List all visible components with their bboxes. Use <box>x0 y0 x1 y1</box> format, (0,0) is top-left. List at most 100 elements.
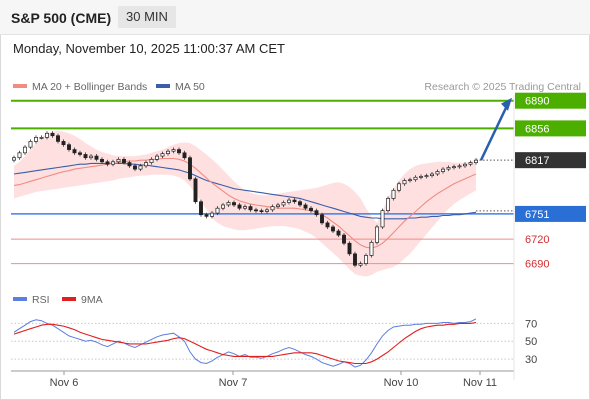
candle-body <box>463 163 467 167</box>
candle-body <box>61 141 66 146</box>
candle-body <box>259 210 264 213</box>
candle-body <box>177 149 181 154</box>
bollinger-area <box>14 130 476 277</box>
candle-body <box>232 202 236 206</box>
candle-body <box>413 176 418 181</box>
candle-body <box>474 159 478 163</box>
x-tick-label: Nov 7 <box>219 377 248 389</box>
x-tick-label: Nov 10 <box>384 377 419 389</box>
candle-body <box>386 198 390 212</box>
candle-body <box>342 234 346 244</box>
candle-body <box>248 206 253 211</box>
candle-body <box>171 149 176 152</box>
legend-swatch-ma20 <box>13 84 27 88</box>
candle-body <box>435 171 440 175</box>
arrow-shaft <box>479 105 509 161</box>
candle-body <box>243 206 247 209</box>
candle-body <box>28 141 33 148</box>
candle-body <box>100 158 104 163</box>
price-legend: MA 20 + Bollinger Bands MA 50 Research ©… <box>13 81 581 93</box>
timeframe-badge[interactable]: 30 MIN <box>118 6 176 28</box>
candle-body <box>45 132 49 138</box>
level-label-6751: 6751 <box>525 209 549 221</box>
x-tick-label: Nov 6 <box>50 377 79 389</box>
candle-body <box>281 202 286 206</box>
candle-body <box>303 204 308 209</box>
candle-body <box>12 157 16 161</box>
candle-body <box>72 149 77 154</box>
level-badge-6890 <box>515 92 586 109</box>
candle-body <box>430 173 434 176</box>
candle-body <box>127 162 132 167</box>
candle-body <box>369 242 374 256</box>
candle-body <box>314 210 319 216</box>
candle-body <box>270 206 275 211</box>
candle-body <box>380 210 385 228</box>
legend-label-rsi: RSI <box>32 294 50 306</box>
candle-body <box>336 230 341 236</box>
level-label-6720: 6720 <box>525 234 549 246</box>
candle-body <box>94 155 99 160</box>
chart-header: S&P 500 (CME) 30 MIN <box>0 0 590 35</box>
level-label-6890: 6890 <box>525 96 549 108</box>
candle-body <box>457 165 462 168</box>
rsi-line <box>13 318 477 368</box>
candle-body <box>402 180 407 185</box>
legend-label-ma50: MA 50 <box>175 81 205 93</box>
candle-body <box>182 152 187 159</box>
candle-body <box>265 209 269 212</box>
candle-body <box>166 150 170 154</box>
candle-body <box>111 161 115 165</box>
rsi-panel: RSI 9MA 70 50 30 <box>11 294 537 368</box>
copyright-text: Research © 2025 Trading Central <box>424 81 581 93</box>
bollinger-band <box>14 130 476 277</box>
candle-body <box>358 263 363 266</box>
legend-label-9ma: 9MA <box>81 294 103 306</box>
candle-body <box>221 204 225 209</box>
moving-averages <box>13 157 477 249</box>
arrow-head <box>501 97 512 111</box>
candle-body <box>320 214 324 224</box>
candle-body <box>50 132 55 137</box>
candle-body <box>188 157 192 180</box>
candle-body <box>155 155 159 160</box>
candle-body <box>424 175 429 177</box>
level-lines <box>11 99 514 265</box>
candle-body <box>446 167 451 170</box>
legend-label-ma20: MA 20 + Bollinger Bands <box>32 81 147 93</box>
candle-body <box>23 146 27 154</box>
candle-body <box>353 253 357 266</box>
candle-body <box>17 152 22 159</box>
candle-body <box>193 178 198 203</box>
candle-body <box>391 189 396 199</box>
candle-body <box>144 162 148 167</box>
rsi-ma-line <box>13 321 477 365</box>
candle-body <box>149 158 154 163</box>
candle-body <box>89 155 93 159</box>
candle-body <box>254 209 258 212</box>
candle-body <box>452 166 456 169</box>
ma50-line <box>13 162 477 220</box>
candle-body <box>215 207 220 214</box>
candle-body <box>122 158 126 163</box>
rsi-tick-label: 50 <box>525 336 537 348</box>
candle-body <box>325 222 330 228</box>
rsi-tick-label: 70 <box>525 318 537 330</box>
x-tick-label: Nov 11 <box>463 377 497 389</box>
level-badge-6751 <box>515 205 586 222</box>
legend-swatch-9ma <box>62 297 76 301</box>
candle-body <box>226 202 231 206</box>
level-labels: 6890 6856 6817 6751 6720 6690 <box>515 92 586 271</box>
candle-body <box>468 162 473 165</box>
candle-body <box>309 207 313 212</box>
legend-swatch-rsi <box>13 297 27 301</box>
candle-body <box>237 204 242 209</box>
candle-body <box>56 135 60 142</box>
candle-body <box>67 144 71 150</box>
candle-body <box>116 158 121 163</box>
candle-body <box>292 199 297 203</box>
candle-body <box>105 161 110 165</box>
candle-body <box>39 137 44 139</box>
candle-body <box>347 242 352 255</box>
